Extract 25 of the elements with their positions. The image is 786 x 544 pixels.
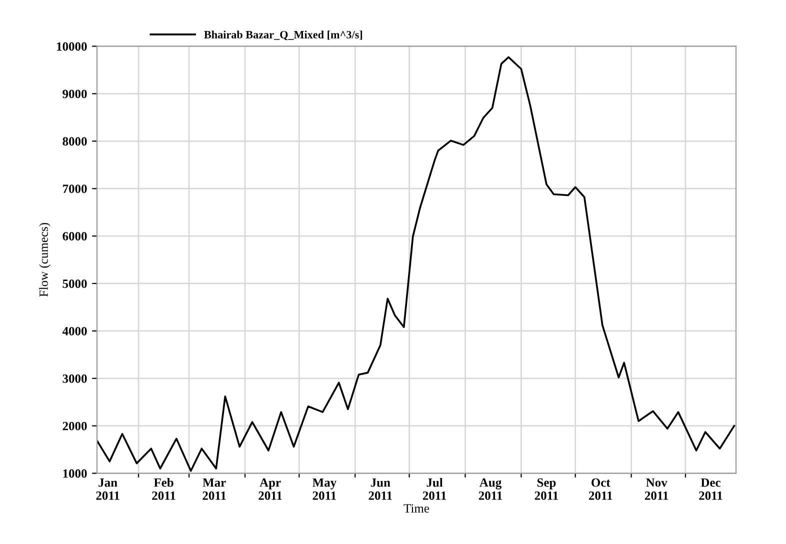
y-tick-label: 7000 — [62, 184, 87, 194]
y-tick-label: 8000 — [62, 137, 87, 146]
y-tick-label: 10000 — [57, 42, 87, 51]
y-tick-label: 5000 — [62, 280, 87, 288]
x-tick-label: Mar 2011 — [202, 478, 226, 500]
x-tick-label: May 2011 — [312, 478, 336, 500]
x-tick-label: Feb 2011 — [152, 478, 176, 500]
y-tick-label: 3000 — [62, 374, 87, 383]
x-tick-label: Aug 2011 — [478, 478, 502, 500]
y-tick-label: 2000 — [62, 422, 87, 430]
x-tick-label: Apr 2011 — [258, 478, 282, 500]
x-tick-label: Oct 2011 — [588, 478, 612, 500]
x-axis-title: Time — [404, 504, 430, 513]
y-tick-label: 9000 — [62, 90, 87, 98]
x-tick-label: Nov 2011 — [644, 478, 668, 500]
y-axis-title: Flow (cumecs) — [39, 222, 50, 297]
y-tick-label: 6000 — [62, 232, 87, 240]
x-tick-label: Dec 2011 — [699, 478, 722, 500]
x-tick-label: Jun 2011 — [368, 478, 392, 500]
y-tick-label: 1000 — [63, 469, 87, 478]
x-tick-label: Sep 2011 — [534, 478, 558, 500]
legend-label: Bhairab Bazar_Q_Mixed [m^3/s] — [204, 30, 362, 40]
x-tick-label: Jul 2011 — [422, 478, 446, 500]
x-tick-label: Jan 2011 — [96, 478, 120, 500]
y-tick-label: 4000 — [62, 326, 87, 336]
